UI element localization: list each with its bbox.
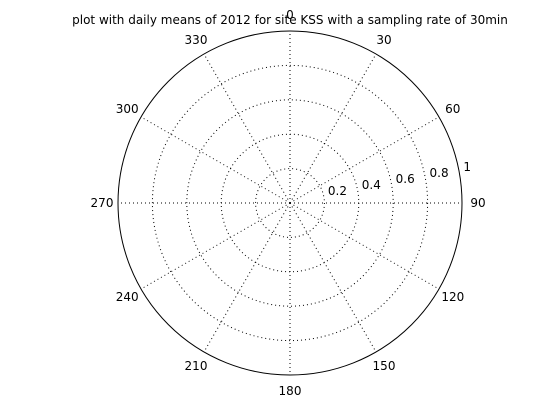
grid-spoke-30 — [289, 53, 377, 204]
r-tick-label-1: 1 — [463, 160, 471, 174]
grid-ring-0.6 — [186, 99, 394, 307]
grid-spoke-120 — [289, 202, 440, 290]
theta-tick-label-270: 270 — [91, 196, 114, 210]
theta-tick-label-60: 60 — [445, 102, 460, 116]
chart-title: plot with daily means of 2012 for site K… — [72, 13, 508, 27]
grid-spoke-60 — [289, 116, 440, 204]
theta-tick-label-0: 0 — [286, 8, 294, 22]
r-tick-label-0.4: 0.4 — [362, 178, 381, 192]
theta-tick-label-330: 330 — [185, 33, 208, 47]
grid-spoke-300 — [140, 116, 291, 204]
theta-tick-label-150: 150 — [373, 359, 396, 373]
theta-tick-label-210: 210 — [185, 359, 208, 373]
grid-ring-0.2 — [255, 168, 325, 238]
theta-tick-label-30: 30 — [376, 33, 391, 47]
r-tick-label-0.2: 0.2 — [328, 184, 347, 198]
outer-circle — [117, 30, 463, 376]
r-tick-label-0.6: 0.6 — [396, 172, 415, 186]
grid-spoke-240 — [140, 202, 291, 290]
grid-spoke-150 — [289, 202, 377, 353]
r-tick-label-0.8: 0.8 — [430, 166, 449, 180]
theta-tick-label-240: 240 — [116, 290, 139, 304]
grid-ring-0.4 — [220, 133, 360, 273]
theta-tick-label-90: 90 — [470, 196, 485, 210]
polar-grid — [118, 31, 462, 375]
grid-ring-0.8 — [151, 64, 429, 342]
theta-tick-label-120: 120 — [441, 290, 464, 304]
theta-tick-label-180: 180 — [279, 384, 302, 398]
theta-tick-label-300: 300 — [116, 102, 139, 116]
grid-spoke-330 — [203, 53, 291, 204]
radial-tick-labels: 0.2 0.4 0.6 0.8 1 — [328, 160, 471, 198]
grid-spoke-210 — [203, 202, 291, 353]
polar-axis — [117, 30, 463, 376]
theta-tick-labels: 0 30 60 90 120 150 180 210 240 270 300 330 — [91, 8, 486, 398]
